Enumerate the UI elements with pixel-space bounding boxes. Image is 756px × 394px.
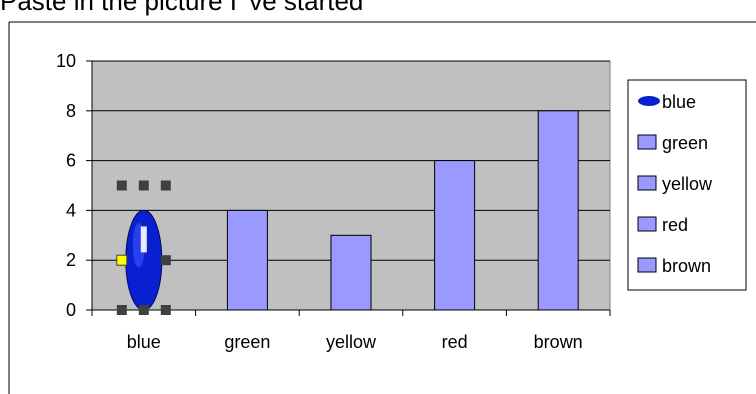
selection-handle <box>138 305 149 315</box>
selection-handle <box>138 180 149 191</box>
legend-label: red <box>662 215 688 235</box>
legend-swatch <box>637 134 657 150</box>
legend-swatch <box>637 216 657 232</box>
selection-handle <box>116 180 127 191</box>
legend-label: green <box>662 133 708 153</box>
y-tick-label: 8 <box>66 101 76 121</box>
legend-swatch <box>637 257 657 273</box>
selection-handle <box>160 180 171 191</box>
legend-label: brown <box>662 256 711 276</box>
top-caption: Paste in the picture I 've started <box>0 0 364 16</box>
bar-picture-shine <box>140 226 147 253</box>
bar-picture-blue <box>125 209 163 311</box>
y-tick-label: 6 <box>66 151 76 171</box>
y-tick-label: 2 <box>66 250 76 270</box>
selection-handle <box>116 305 127 315</box>
x-tick-label: brown <box>534 332 583 352</box>
y-tick-label: 4 <box>66 200 76 220</box>
selection-handle <box>160 305 171 315</box>
y-tick-label: 10 <box>56 51 76 71</box>
selection-handle <box>116 254 128 266</box>
bar-brown <box>537 110 579 311</box>
legend-swatch <box>637 175 657 191</box>
bar-green <box>226 209 268 311</box>
legend-label: blue <box>662 92 696 112</box>
bar-yellow <box>330 234 372 311</box>
x-tick-label: red <box>442 332 468 352</box>
legend-swatch-icon <box>638 96 660 106</box>
legend-label: yellow <box>662 174 713 194</box>
y-tick-label: 0 <box>66 300 76 320</box>
x-tick-label: blue <box>127 332 161 352</box>
x-tick-label: yellow <box>326 332 377 352</box>
selection-handle <box>160 255 171 266</box>
bar-red <box>434 160 476 311</box>
x-tick-label: green <box>224 332 270 352</box>
